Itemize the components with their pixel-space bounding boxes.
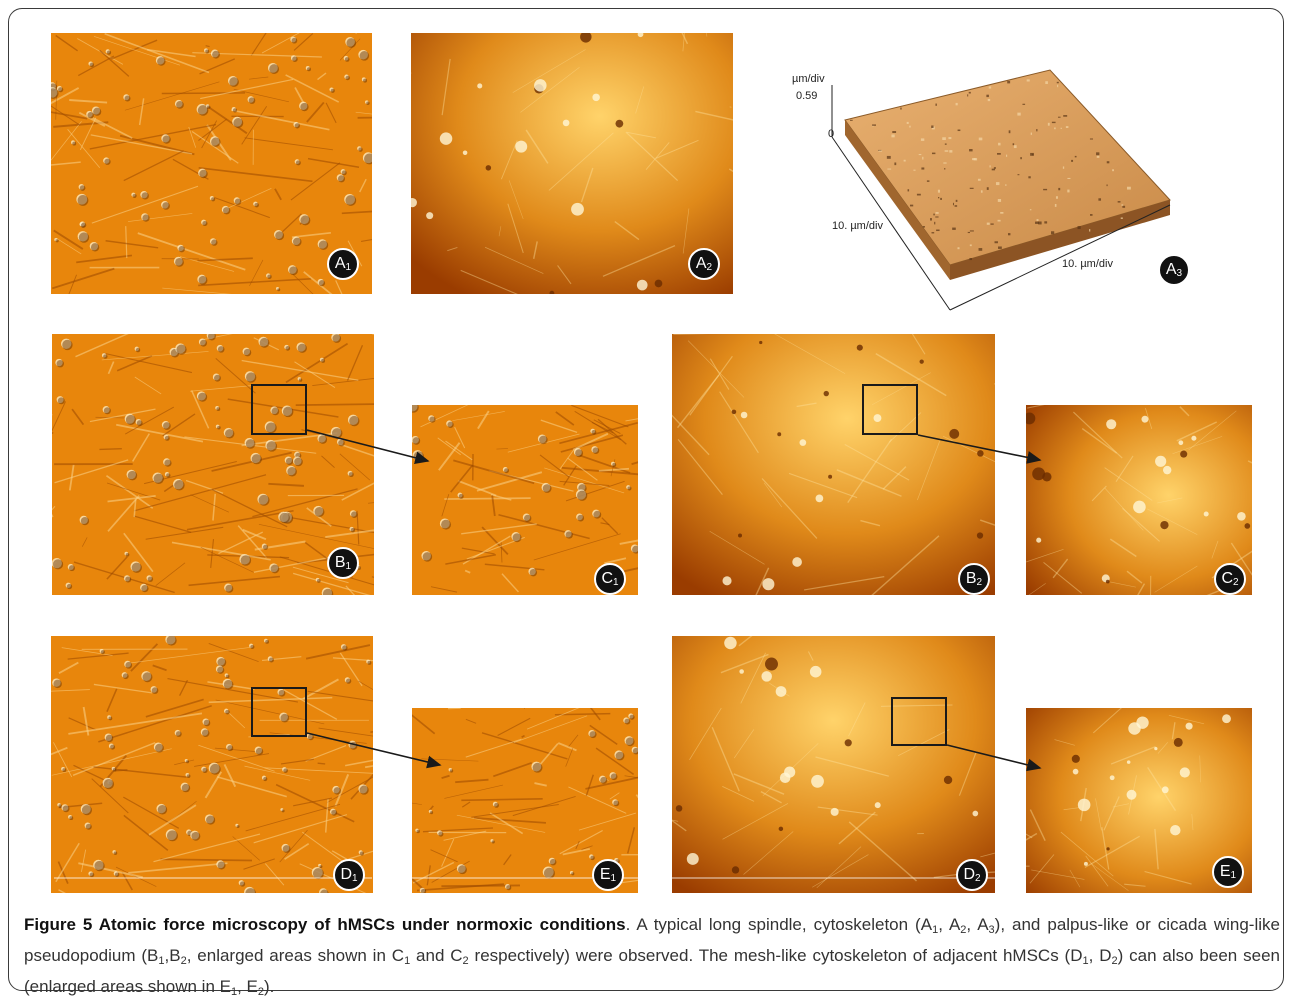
z-axis-unit-label: µm/div (792, 73, 825, 85)
panel-label-d2: D2 (956, 859, 988, 891)
figure-caption: Figure 5 Atomic force microscopy of hMSC… (24, 912, 1280, 1005)
panel-label-a1: A1 (327, 248, 359, 280)
panel-b1-amplitude-image (52, 334, 374, 595)
panel-label-b1: B1 (327, 547, 359, 579)
x-axis-label: 10. µm/div (1062, 258, 1113, 270)
z-axis-zero-tick: 0 (828, 128, 834, 140)
zoom-box-d2 (891, 697, 947, 746)
panel-b2-height-image (672, 334, 995, 595)
caption-title: Figure 5 Atomic force microscopy of hMSC… (24, 915, 626, 934)
zoom-box-b1 (251, 384, 307, 435)
panel-a2-height-image (411, 33, 733, 294)
panel-label-a2: A2 (688, 248, 720, 280)
zoom-box-b2 (862, 384, 918, 435)
panel-label-c1: C1 (594, 563, 626, 595)
panel-label-c2: C2 (1214, 563, 1246, 595)
zoom-box-d1 (251, 687, 307, 737)
panel-a3-3d-surface-plot (785, 65, 1185, 320)
panel-label-a3: A3 (1158, 254, 1190, 286)
panel-label-e1: E1 (592, 859, 624, 891)
panel-label-e2: E1 (1212, 856, 1244, 888)
z-axis-max-tick: 0.59 (796, 90, 817, 102)
panel-d2-height-image (672, 636, 995, 893)
panel-label-d1: D1 (333, 859, 365, 891)
panel-d1-amplitude-image (51, 636, 373, 893)
panel-label-b2: B2 (958, 563, 990, 595)
y-axis-label: 10. µm/div (832, 220, 883, 232)
panel-a1-amplitude-image (51, 33, 372, 294)
